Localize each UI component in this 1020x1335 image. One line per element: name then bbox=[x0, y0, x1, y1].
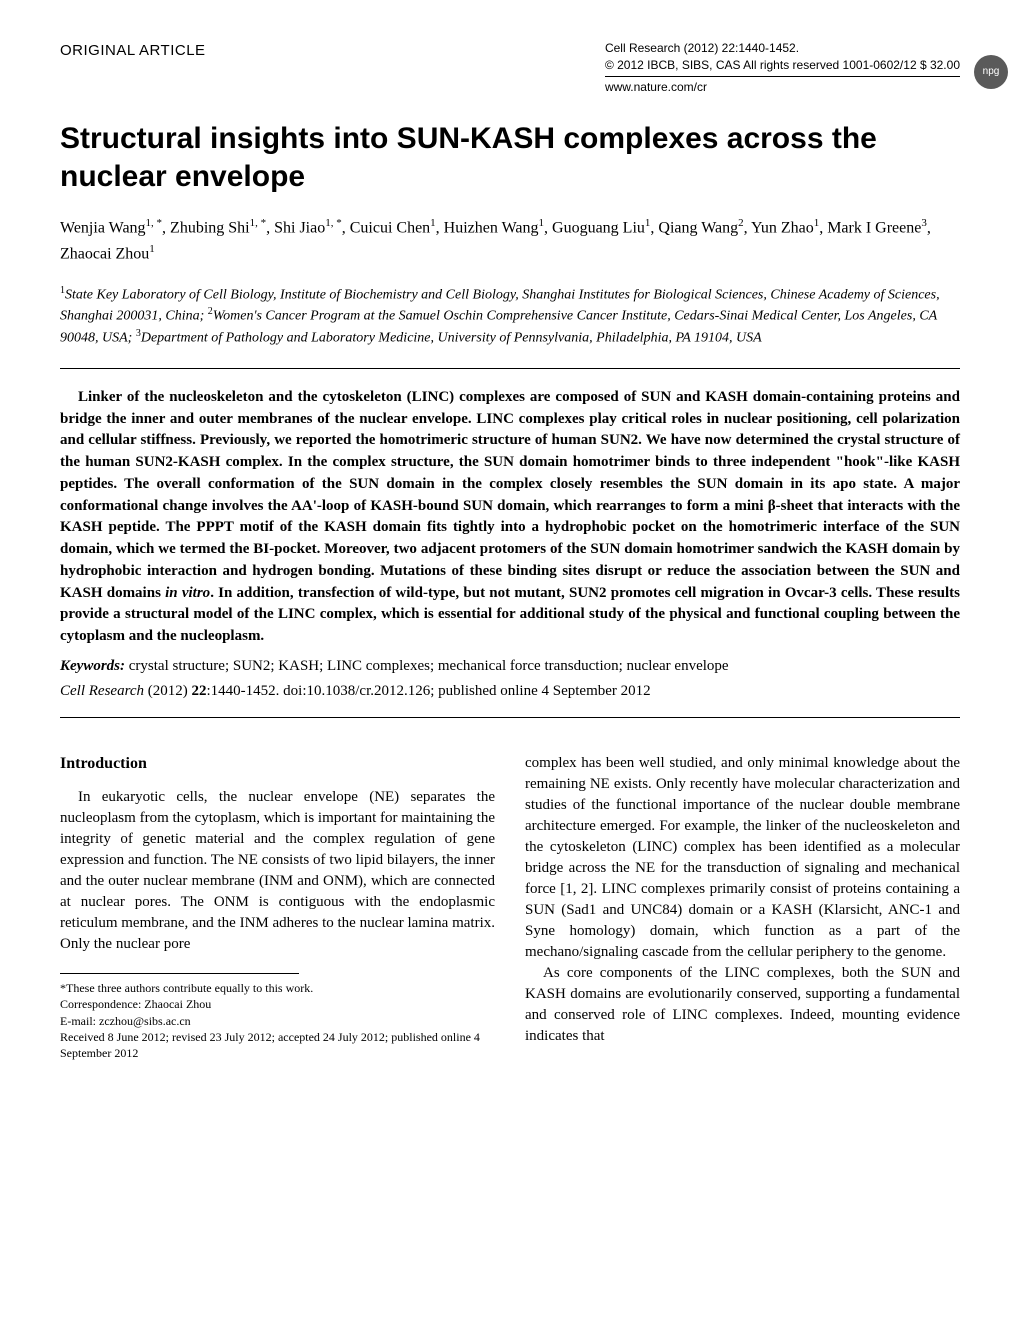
abstract-block: Linker of the nucleoskeleton and the cyt… bbox=[60, 368, 960, 718]
intro-para-left: In eukaryotic cells, the nuclear envelop… bbox=[60, 787, 495, 955]
keywords-text: crystal structure; SUN2; KASH; LINC comp… bbox=[125, 658, 729, 674]
citation-line: Cell Research (2012) 22:1440-1452. doi:1… bbox=[60, 681, 960, 702]
left-column: Introduction In eukaryotic cells, the nu… bbox=[60, 753, 495, 1061]
author-list: Wenjia Wang1, *, Zhubing Shi1, *, Shi Ji… bbox=[60, 215, 960, 266]
intro-para-right-1: complex has been well studied, and only … bbox=[525, 753, 960, 963]
intro-para-right-2: As core components of the LINC complexes… bbox=[525, 963, 960, 1047]
intro-heading: Introduction bbox=[60, 753, 495, 775]
footnote-separator bbox=[60, 973, 299, 974]
footnote-email: E-mail: zczhou@sibs.ac.cn bbox=[60, 1013, 495, 1029]
journal-url: www.nature.com/cr bbox=[605, 79, 960, 96]
keywords-label: Keywords: bbox=[60, 658, 125, 674]
abstract-text: Linker of the nucleoskeleton and the cyt… bbox=[60, 387, 960, 648]
footnote-dates: Received 8 June 2012; revised 23 July 20… bbox=[60, 1029, 495, 1061]
main-content: Introduction In eukaryotic cells, the nu… bbox=[60, 753, 960, 1061]
footnote-correspondence: Correspondence: Zhaocai Zhou bbox=[60, 996, 495, 1012]
footnote-equal-contrib: *These three authors contribute equally … bbox=[60, 980, 495, 996]
journal-citation: Cell Research (2012) 22:1440-1452. bbox=[605, 40, 960, 57]
npg-logo: npg bbox=[974, 55, 1008, 89]
keywords: Keywords: crystal structure; SUN2; KASH;… bbox=[60, 656, 960, 677]
journal-copyright: © 2012 IBCB, SIBS, CAS All rights reserv… bbox=[605, 57, 960, 77]
article-title: Structural insights into SUN-KASH comple… bbox=[60, 120, 960, 195]
header: ORIGINAL ARTICLE Cell Research (2012) 22… bbox=[60, 40, 960, 95]
journal-info: Cell Research (2012) 22:1440-1452. © 201… bbox=[605, 40, 960, 95]
right-column: complex has been well studied, and only … bbox=[525, 753, 960, 1061]
article-type-label: ORIGINAL ARTICLE bbox=[60, 40, 206, 61]
affiliations: 1State Key Laboratory of Cell Biology, I… bbox=[60, 284, 960, 348]
footnotes: *These three authors contribute equally … bbox=[60, 980, 495, 1061]
